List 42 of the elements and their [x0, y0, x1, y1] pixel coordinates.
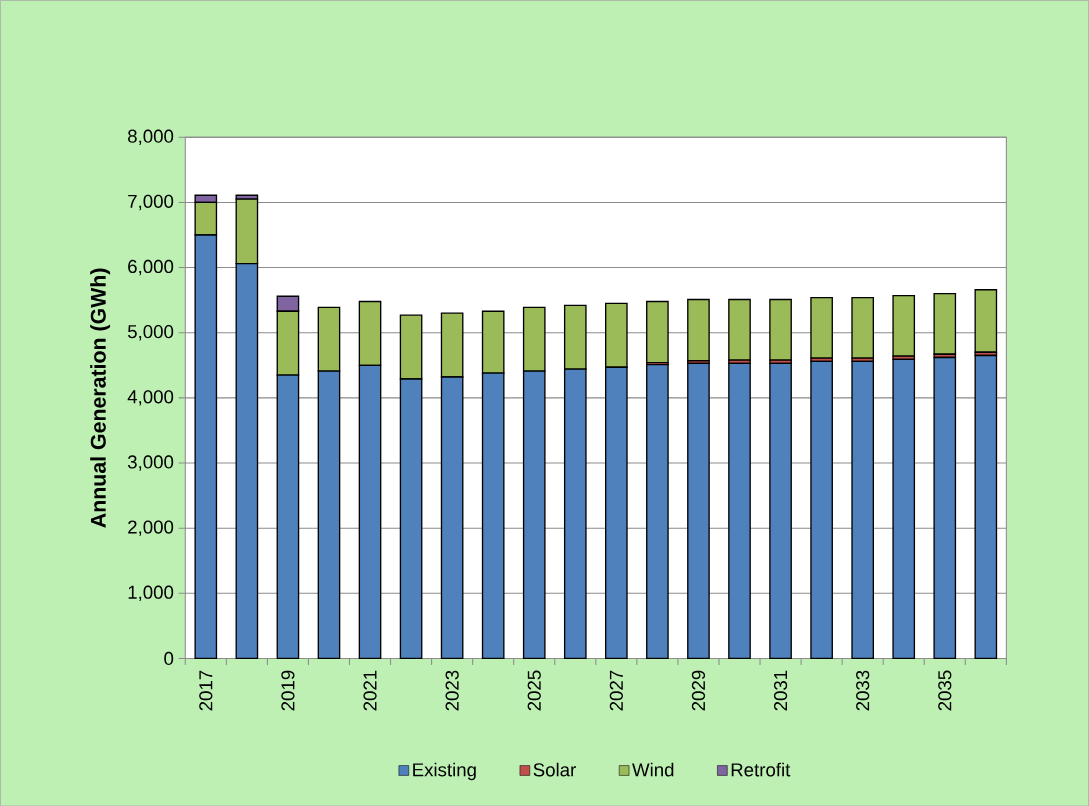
- legend-label: Retrofit: [731, 762, 791, 777]
- y-tick-label: 7,000: [128, 194, 174, 210]
- x-tick-label: 2027: [609, 670, 623, 711]
- bar: [687, 298, 710, 362]
- x-tick-label: 2025: [527, 670, 541, 711]
- bar: [974, 288, 998, 353]
- y-tick-label: 2,000: [128, 520, 174, 536]
- y-tick-label: 4,000: [127, 389, 174, 406]
- y-tick-label: 1,000: [128, 585, 174, 601]
- bar: [728, 298, 751, 361]
- x-tick-label: 2019: [281, 670, 295, 711]
- y-axis-title: Annual Generation (GWh): [90, 268, 111, 528]
- x-tick-label: 2023: [445, 670, 459, 711]
- bar: [851, 360, 874, 659]
- bar: [646, 363, 669, 659]
- x-tick-label: 2029: [691, 670, 706, 711]
- x-tick-label: 2017: [199, 670, 213, 711]
- x-tick-label: 2033: [856, 670, 870, 711]
- bar: [851, 296, 874, 359]
- bar: [769, 362, 792, 659]
- bar: [892, 358, 916, 659]
- bar: [728, 362, 751, 659]
- legend-label: Solar: [533, 762, 576, 777]
- bar: [892, 294, 916, 357]
- bar: [810, 360, 833, 659]
- x-tick-label: 2031: [773, 670, 788, 711]
- x-tick-label: 2035: [938, 670, 952, 711]
- bar: [687, 362, 710, 659]
- legend-label: Existing: [413, 762, 476, 780]
- bar: [974, 354, 998, 659]
- y-tick-label: 5,000: [127, 324, 174, 341]
- y-tick-label: 3,000: [127, 455, 174, 471]
- legend-label: Wind: [632, 762, 674, 777]
- bar: [933, 292, 957, 355]
- y-tick-label: 8,000: [128, 129, 174, 145]
- bar: [646, 300, 669, 364]
- bar: [933, 356, 957, 659]
- bar: [810, 296, 833, 359]
- x-tick-label: 2021: [363, 670, 377, 711]
- y-tick-label: 6,000: [128, 259, 174, 276]
- bar: [769, 298, 792, 361]
- y-tick-label: 0: [164, 651, 174, 665]
